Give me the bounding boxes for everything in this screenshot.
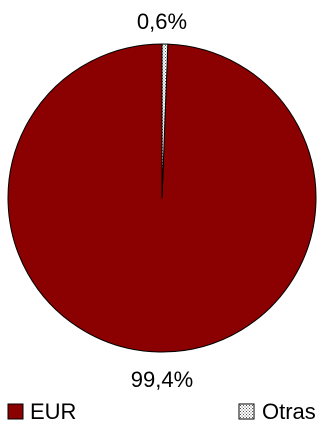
legend-label-eur: EUR [30,399,76,424]
legend-label-otras: Otras [262,399,316,424]
legend-swatch-eur [7,403,24,420]
legend-item-otras: Otras [238,399,316,424]
legend: EUR Otras [7,399,316,424]
pie-slice-otras [161,43,169,199]
pie-slices [7,43,317,353]
slice-label-otras: 0,6% [137,9,187,34]
slice-label-eur: 99,4% [131,367,193,392]
legend-swatch-otras [238,403,255,420]
legend-item-eur: EUR [7,399,76,424]
